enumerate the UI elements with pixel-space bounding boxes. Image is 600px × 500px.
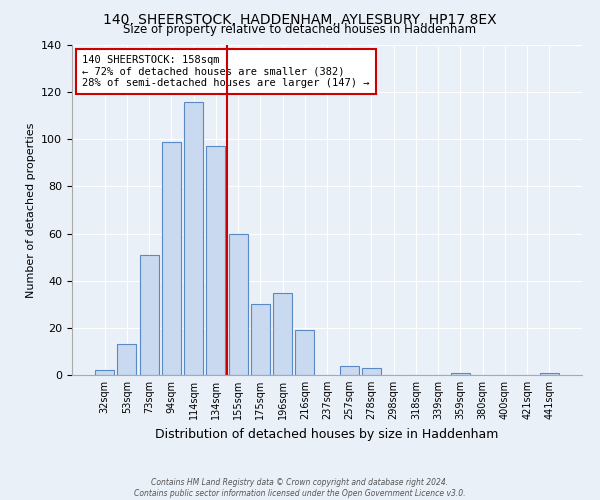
Bar [295, 330, 314, 375]
Text: Size of property relative to detached houses in Haddenham: Size of property relative to detached ho… [124, 22, 476, 36]
Bar [251, 304, 270, 375]
Bar [540, 372, 559, 375]
Y-axis label: Number of detached properties: Number of detached properties [26, 122, 35, 298]
Bar [229, 234, 248, 375]
Bar [340, 366, 359, 375]
Text: Contains HM Land Registry data © Crown copyright and database right 2024.
Contai: Contains HM Land Registry data © Crown c… [134, 478, 466, 498]
Bar [118, 344, 136, 375]
X-axis label: Distribution of detached houses by size in Haddenham: Distribution of detached houses by size … [155, 428, 499, 440]
Bar [184, 102, 203, 375]
Bar [140, 255, 158, 375]
Bar [451, 372, 470, 375]
Bar [95, 370, 114, 375]
Text: 140, SHEERSTOCK, HADDENHAM, AYLESBURY, HP17 8EX: 140, SHEERSTOCK, HADDENHAM, AYLESBURY, H… [103, 12, 497, 26]
Bar [273, 292, 292, 375]
Bar [206, 146, 225, 375]
Bar [362, 368, 381, 375]
Bar [162, 142, 181, 375]
Text: 140 SHEERSTOCK: 158sqm
← 72% of detached houses are smaller (382)
28% of semi-de: 140 SHEERSTOCK: 158sqm ← 72% of detached… [82, 55, 370, 88]
